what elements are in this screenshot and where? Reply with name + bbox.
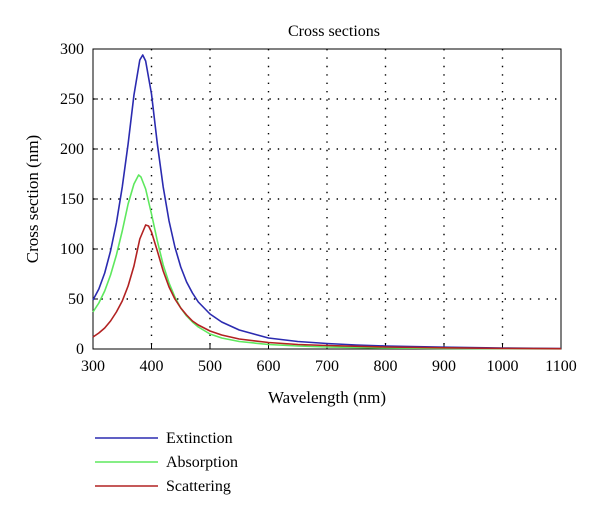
x-tick-label: 300 xyxy=(81,358,105,375)
x-tick-label: 1000 xyxy=(487,358,519,375)
x-tick-label: 800 xyxy=(374,358,398,375)
x-tick-label: 900 xyxy=(432,358,456,375)
x-tick-label: 700 xyxy=(315,358,339,375)
y-tick-label: 250 xyxy=(60,91,84,108)
y-axis-title: Cross section (nm) xyxy=(23,135,42,263)
y-tick-label: 100 xyxy=(60,241,84,258)
legend-label-absorption: Absorption xyxy=(166,454,238,471)
series-lines xyxy=(92,54,562,350)
x-axis-title: Wavelength (nm) xyxy=(268,388,386,407)
y-tick-label: 200 xyxy=(60,141,84,158)
x-tick-label: 500 xyxy=(198,358,222,375)
gridlines xyxy=(93,49,561,349)
chart-title: Cross sections xyxy=(288,23,380,40)
y-tick-label: 150 xyxy=(60,191,84,208)
series-line-scattering xyxy=(92,224,562,350)
series-line-extinction xyxy=(92,54,562,350)
x-tick-label: 600 xyxy=(257,358,281,375)
legend-label-scattering: Scattering xyxy=(166,478,231,495)
y-tick-label: 0 xyxy=(76,341,84,358)
axis-ticks: 300 400 500 600 700 800 900 1000 1100 0 50 100 150 20… xyxy=(60,41,577,375)
x-tick-label: 1100 xyxy=(545,358,576,375)
x-tick-label: 400 xyxy=(140,358,164,375)
y-tick-label: 300 xyxy=(60,41,84,58)
y-tick-label: 50 xyxy=(68,291,84,308)
legend-label-extinction: Extinction xyxy=(166,430,233,447)
series-line-absorption xyxy=(92,174,562,350)
plot-area-frame xyxy=(92,48,562,350)
legend: Extinction Absorption Scattering xyxy=(95,430,238,495)
